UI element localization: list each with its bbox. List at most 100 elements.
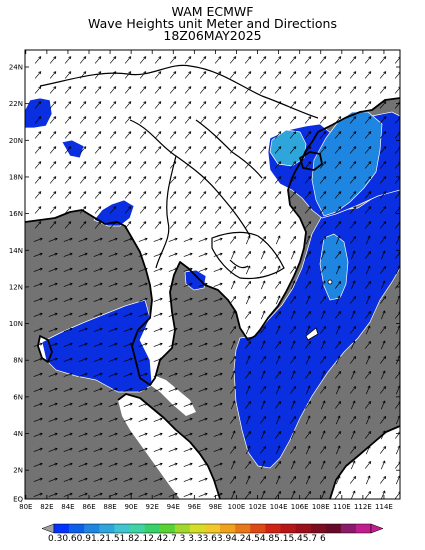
direction-arrow: [380, 310, 386, 320]
direction-arrow: [138, 237, 148, 242]
direction-arrow: [245, 325, 251, 335]
direction-arrow: [183, 327, 193, 332]
direction-arrow: [213, 267, 223, 272]
direction-arrow: [229, 101, 237, 109]
direction-arrow: [154, 71, 162, 79]
direction-arrow: [304, 341, 312, 349]
direction-arrow: [274, 101, 282, 109]
direction-arrow: [289, 446, 297, 454]
direction-arrow: [350, 430, 356, 440]
direction-arrow: [365, 415, 371, 425]
direction-arrow: [154, 221, 162, 229]
direction-arrow: [63, 417, 73, 422]
direction-arrow: [259, 386, 267, 394]
direction-arrow: [213, 462, 223, 467]
direction-arrow: [169, 101, 177, 109]
direction-arrow: [183, 237, 193, 242]
direction-arrow: [213, 357, 223, 362]
direction-arrow: [48, 402, 58, 407]
direction-arrow: [78, 462, 88, 467]
direction-arrow: [244, 176, 252, 184]
direction-arrow: [123, 267, 133, 272]
direction-arrow: [274, 71, 282, 79]
direction-arrow: [230, 430, 236, 440]
direction-arrow: [198, 327, 208, 332]
direction-arrow: [33, 312, 43, 317]
direction-arrow: [184, 161, 192, 169]
direction-arrow: [154, 191, 162, 199]
direction-arrow: [63, 462, 73, 467]
direction-arrow: [78, 327, 88, 332]
x-tick-label: 102E: [249, 503, 267, 511]
direction-arrow: [139, 86, 147, 94]
direction-arrow: [289, 146, 297, 154]
direction-arrow: [334, 281, 342, 289]
direction-arrow: [93, 402, 103, 407]
direction-arrow: [320, 370, 326, 380]
direction-arrow: [229, 221, 237, 229]
direction-arrow: [319, 326, 327, 334]
direction-arrow: [63, 432, 73, 437]
direction-arrow: [124, 86, 132, 94]
direction-arrow: [34, 86, 42, 94]
y-tick-label: 16N: [9, 210, 23, 218]
direction-arrow: [183, 312, 193, 317]
direction-arrow: [380, 370, 386, 380]
direction-arrow: [124, 116, 132, 124]
direction-arrow: [168, 387, 178, 392]
direction-arrow: [380, 340, 386, 350]
direction-arrow: [94, 131, 102, 139]
direction-arrow: [260, 490, 266, 499]
direction-arrow: [229, 146, 237, 154]
direction-arrow: [334, 341, 342, 349]
colorbar-swatch: [220, 524, 236, 533]
direction-arrow: [213, 402, 223, 407]
direction-arrow: [259, 326, 267, 334]
direction-arrow: [379, 131, 387, 139]
direction-arrow: [259, 131, 267, 139]
direction-arrow: [304, 101, 312, 109]
direction-arrow: [48, 462, 58, 467]
direction-arrow: [334, 116, 342, 124]
direction-arrow: [349, 266, 357, 274]
direction-arrow: [349, 446, 357, 454]
direction-arrow: [139, 206, 147, 214]
direction-arrow: [63, 402, 73, 407]
direction-arrow: [334, 131, 342, 139]
direction-arrow: [78, 297, 88, 302]
direction-arrow: [259, 446, 267, 454]
direction-arrow: [260, 460, 266, 470]
direction-arrow: [64, 221, 72, 229]
direction-arrow: [79, 101, 87, 109]
direction-arrow: [49, 71, 57, 79]
direction-arrow: [108, 327, 118, 332]
direction-arrow: [320, 250, 326, 260]
direction-arrow: [139, 71, 147, 79]
direction-arrow: [244, 491, 252, 499]
direction-arrow: [274, 311, 282, 319]
direction-arrow: [334, 251, 342, 259]
direction-arrow: [274, 206, 282, 214]
colorbar-swatch: [265, 524, 281, 533]
direction-arrow: [349, 416, 357, 424]
direction-arrow: [138, 267, 148, 272]
direction-arrow: [275, 385, 281, 395]
direction-arrow: [33, 387, 43, 392]
direction-arrow: [124, 146, 132, 154]
direction-arrow: [275, 445, 281, 455]
direction-arrow: [319, 386, 327, 394]
direction-arrow: [229, 56, 237, 64]
direction-arrow: [244, 461, 252, 469]
direction-arrow: [94, 71, 102, 79]
direction-arrow: [259, 161, 267, 169]
direction-arrow: [319, 221, 327, 229]
direction-arrow: [34, 131, 42, 139]
direction-arrow: [94, 116, 102, 124]
direction-arrow: [49, 161, 57, 169]
direction-arrow: [123, 432, 133, 437]
direction-arrow: [63, 297, 73, 302]
direction-arrow: [198, 237, 208, 242]
direction-arrow: [124, 161, 132, 169]
colorbar-swatch: [250, 524, 266, 533]
direction-arrow: [153, 462, 163, 467]
